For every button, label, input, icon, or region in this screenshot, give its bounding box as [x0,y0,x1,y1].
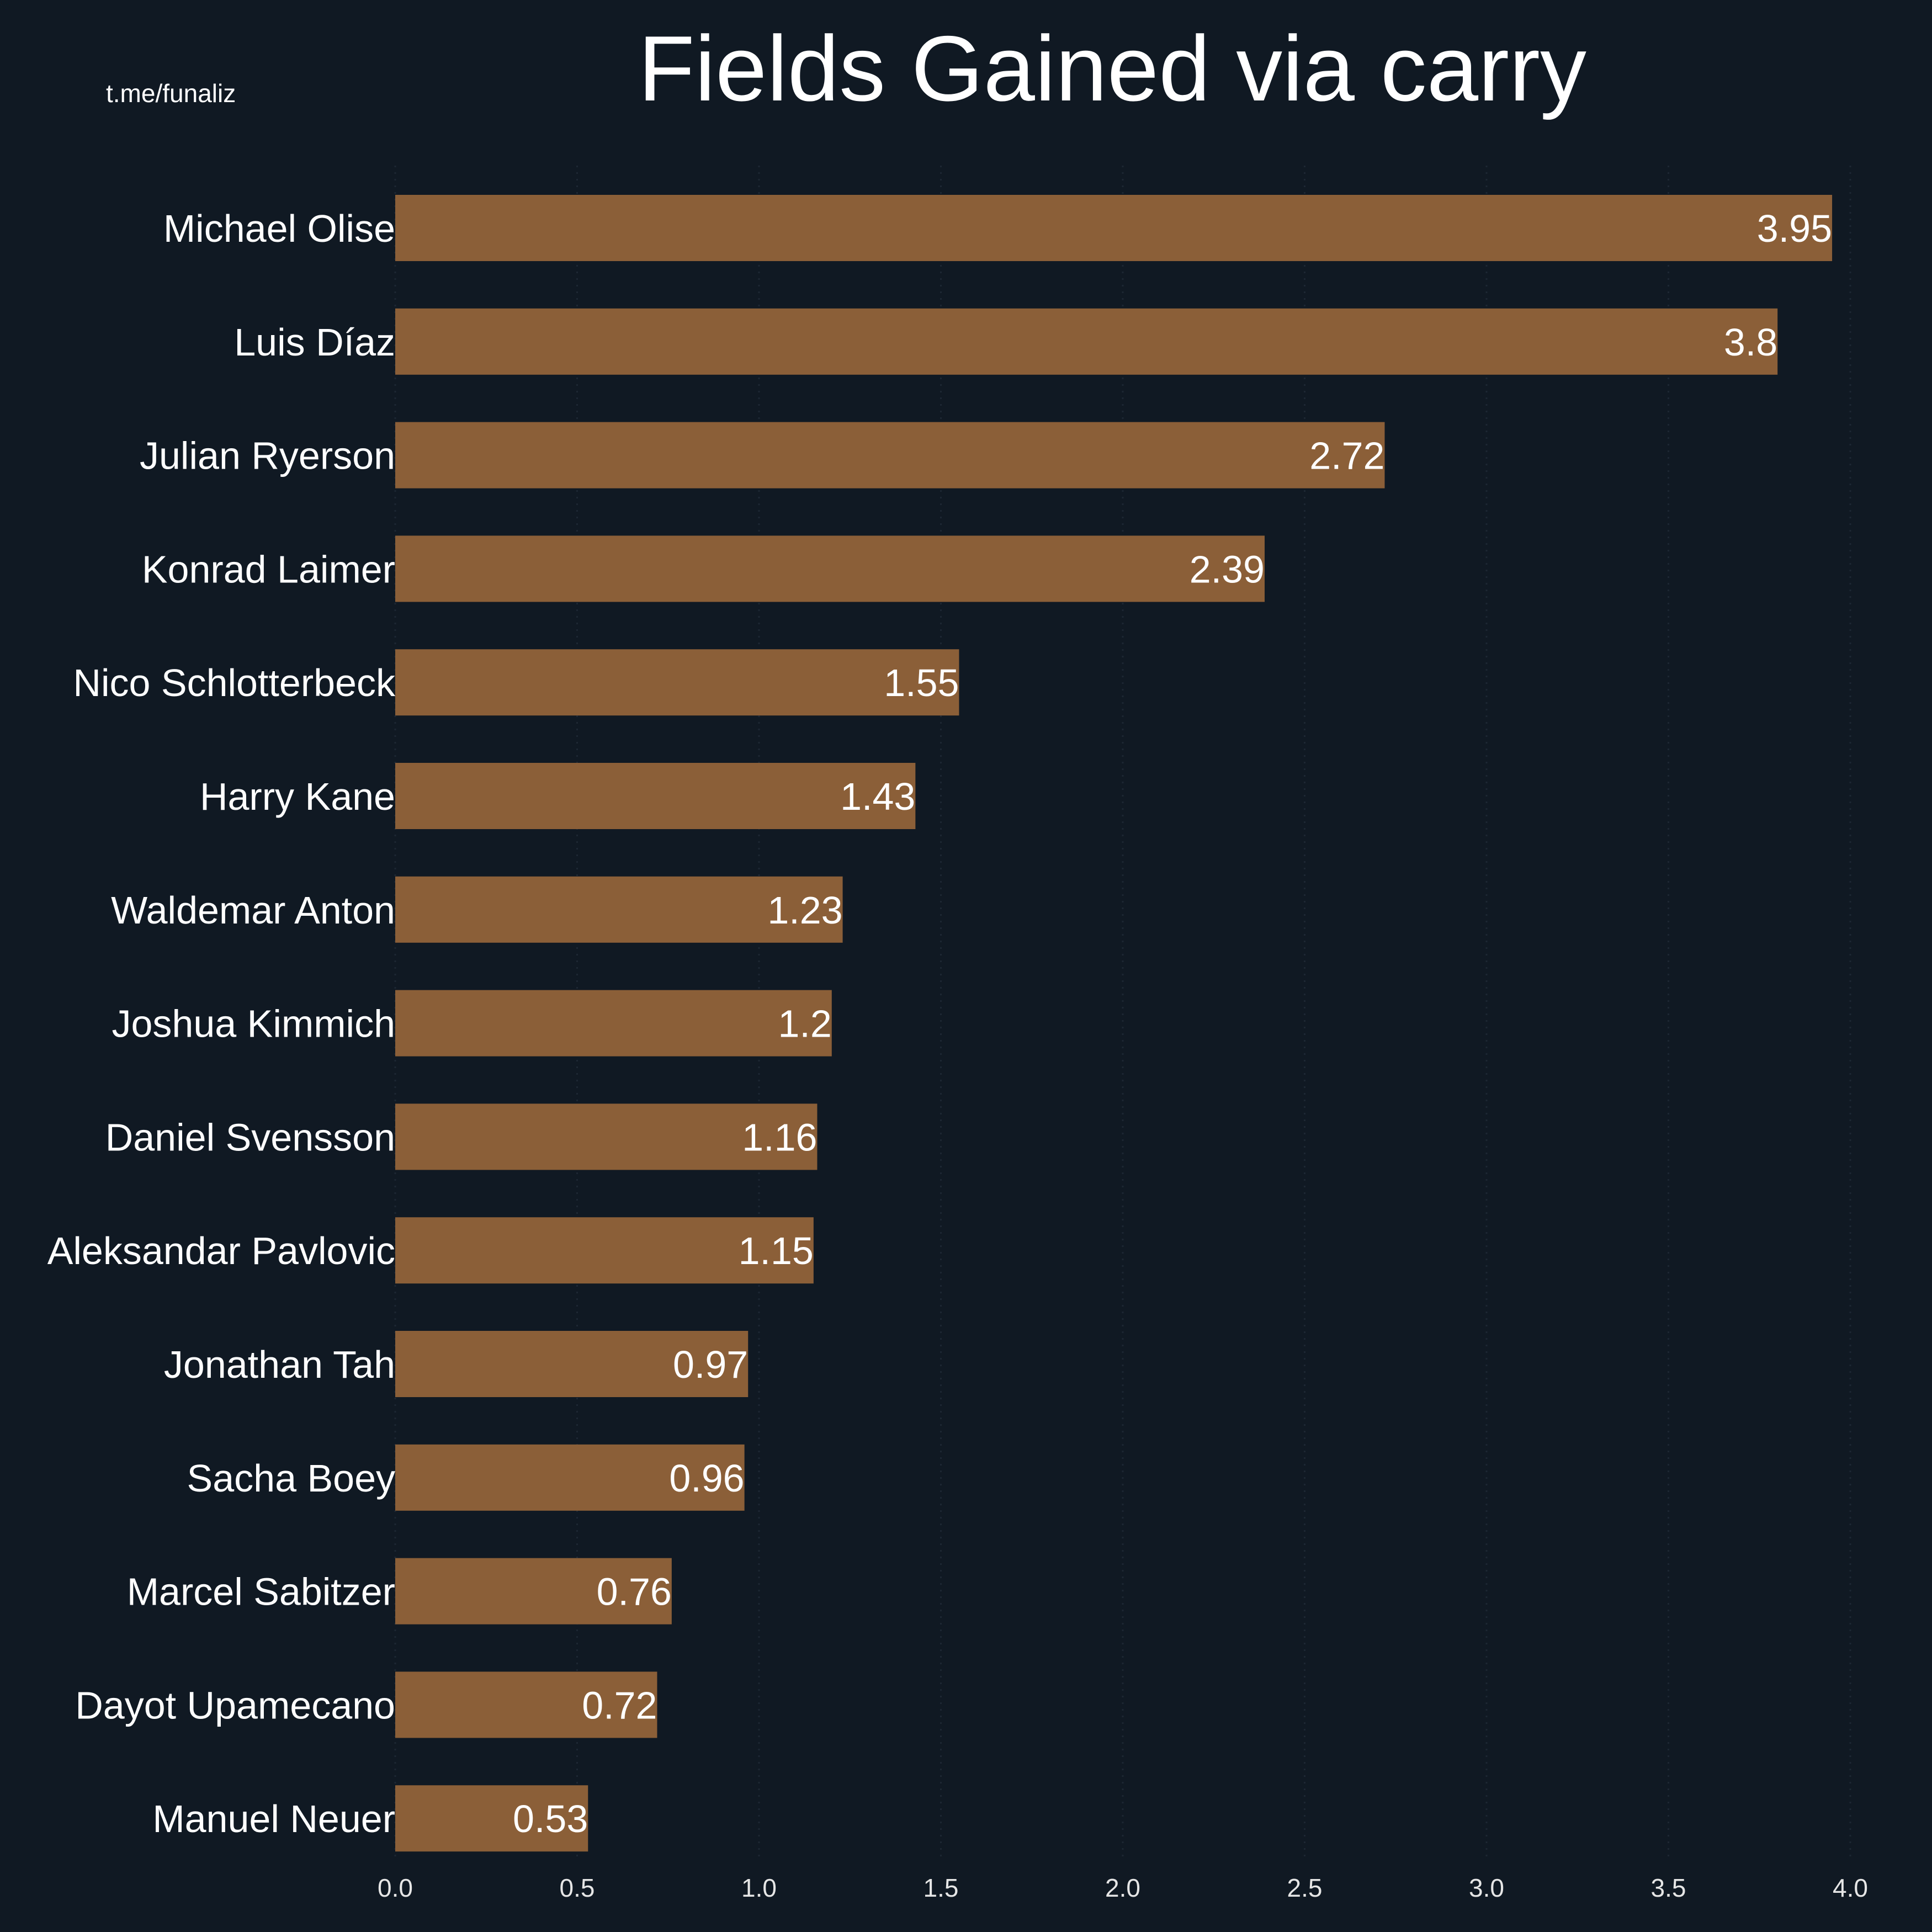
bar [395,649,959,716]
value-label: 2.39 [1190,548,1265,591]
x-tick-label: 4.0 [1833,1873,1868,1902]
x-axis-ticks: 0.0 0.5 1.0 1.5 2.0 2.5 3.0 3.5 4.0 [378,1873,1868,1902]
category-label: Julian Ryerson [140,434,395,477]
value-label: 1.2 [778,1002,831,1045]
bar [395,1671,657,1738]
bar [395,422,1385,489]
value-label: 0.53 [513,1797,588,1840]
category-label: Michael Olise [163,207,395,250]
value-labels: 3.95 3.8 2.72 2.39 1.55 1.43 1.23 1.2 1.16 1.15 0.… [513,207,1832,1840]
category-label: Aleksandar Pavlovic [47,1229,395,1272]
value-label: 0.72 [582,1684,657,1727]
x-tick-label: 0.5 [560,1873,595,1902]
category-label: Luis Díaz [234,321,395,364]
x-tick-label: 3.5 [1651,1873,1686,1902]
bar [395,535,1265,602]
value-label: 1.55 [884,661,959,704]
bars [395,195,1833,1852]
category-label: Waldemar Anton [111,889,395,932]
watermark-text: t.me/funaliz [106,79,236,108]
category-label: Marcel Sabitzer [127,1570,395,1613]
category-label: Joshua Kimmich [112,1002,395,1045]
bar [395,990,832,1057]
x-tick-label: 1.5 [923,1873,959,1902]
bar [395,1217,814,1284]
value-label: 0.96 [669,1457,744,1500]
bar [395,1785,588,1852]
value-label: 3.95 [1757,207,1832,250]
value-label: 1.43 [840,775,915,818]
category-label: Daniel Svensson [105,1116,395,1159]
bar [395,1331,749,1397]
category-label: Manuel Neuer [152,1797,395,1840]
chart-title: Fields Gained via carry [638,17,1586,120]
bar [395,876,843,943]
category-label: Harry Kane [200,775,395,818]
value-label: 2.72 [1309,434,1384,477]
bar [395,195,1833,261]
x-tick-label: 0.0 [378,1873,413,1902]
value-label: 0.97 [673,1343,748,1386]
value-label: 0.76 [597,1570,672,1613]
x-tick-label: 2.0 [1105,1873,1140,1902]
x-tick-label: 1.0 [741,1873,777,1902]
bar [395,763,916,829]
value-label: 3.8 [1724,321,1777,364]
value-label: 1.16 [742,1116,817,1159]
category-label: Nico Schlotterbeck [73,661,396,704]
category-label: Dayot Upamecano [75,1684,395,1727]
value-label: 1.23 [767,889,842,932]
category-label: Konrad Laimer [142,548,395,591]
x-tick-label: 2.5 [1287,1873,1323,1902]
category-label: Sacha Boey [187,1457,395,1500]
category-label: Jonathan Tah [164,1343,395,1386]
category-labels: Michael Olise Luis Díaz Julian Ryerson Konr… [47,207,396,1840]
bar [395,1444,745,1511]
bar [395,1558,672,1625]
x-tick-label: 3.0 [1469,1873,1504,1902]
value-label: 1.15 [739,1229,814,1272]
bar [395,308,1778,375]
bar [395,1103,818,1170]
